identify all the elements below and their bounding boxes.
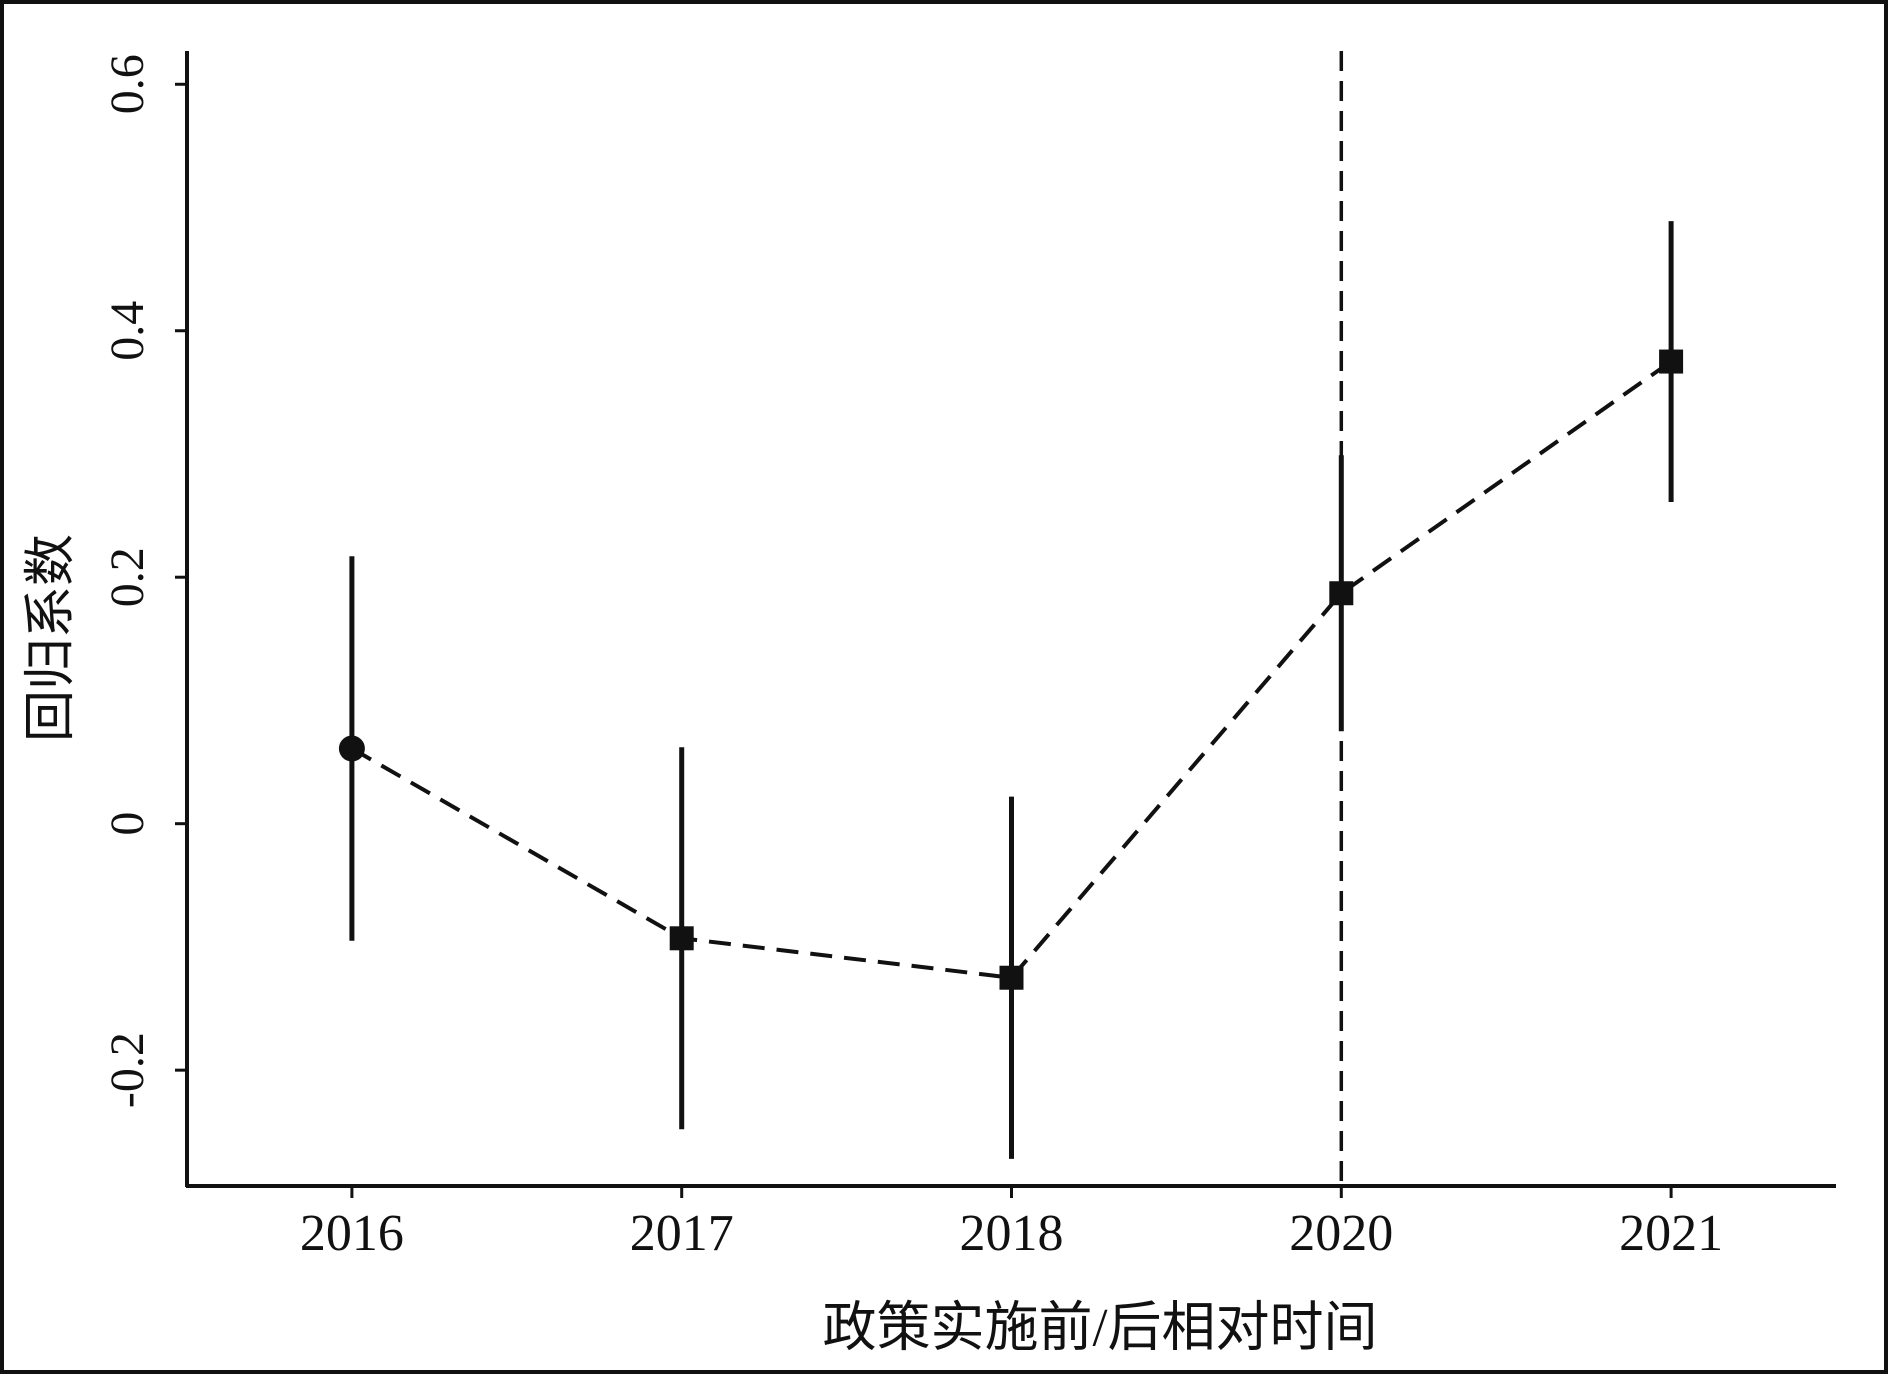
point xyxy=(999,965,1024,990)
point xyxy=(669,926,694,951)
x-tick-label: 2018 xyxy=(960,1205,1064,1262)
y-tick-label: 0.6 xyxy=(101,54,154,114)
y-tick-label: -0.2 xyxy=(101,1032,154,1108)
x-tick-label: 2020 xyxy=(1289,1205,1393,1262)
y-axis-title: 回归系数 xyxy=(23,534,80,742)
x-tick-label: 2017 xyxy=(630,1205,734,1262)
y-tick-label: 0.4 xyxy=(101,301,154,361)
point xyxy=(1329,581,1354,606)
connecting-line xyxy=(350,359,1673,980)
point xyxy=(1659,349,1684,374)
y-tick-label: 0.2 xyxy=(101,547,154,607)
x-axis-title: 政策实施前/后相对时间 xyxy=(822,1297,1377,1357)
x-tick-label: 2016 xyxy=(300,1205,404,1262)
y-tick-label: 0 xyxy=(101,812,154,836)
x-tick-label: 2021 xyxy=(1619,1205,1723,1262)
point xyxy=(338,735,365,762)
